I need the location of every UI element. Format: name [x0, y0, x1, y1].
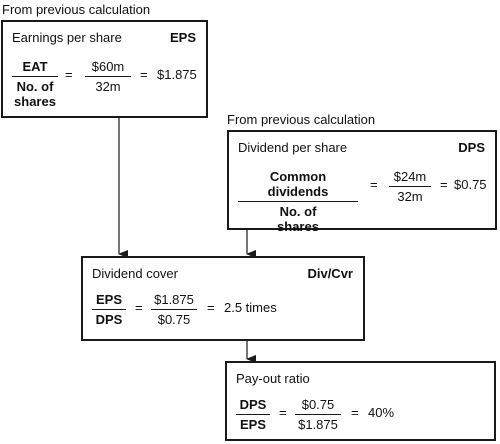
payout-formula-num: DPS [239, 397, 267, 412]
fraction-bar [85, 76, 131, 77]
cover-formula: EPS DPS [92, 292, 126, 327]
fraction-bar [151, 309, 197, 310]
cover-value-num: $1.875 [154, 292, 194, 307]
dps-result: $0.75 [454, 177, 487, 192]
eps-values: $60m 32m [85, 59, 131, 94]
dps-formula-den-1: No. of [279, 204, 317, 219]
eps-formula-den-1: No. of [16, 79, 54, 94]
equals-sign: = [351, 405, 359, 420]
payout-values: $0.75 $1.875 [295, 397, 341, 432]
eps-box: Earnings per share EPS EAT No. of shares… [1, 20, 208, 118]
equals-sign: = [207, 300, 215, 315]
eps-result: $1.875 [157, 67, 197, 82]
eps-source-note: From previous calculation [2, 2, 151, 17]
payout-ratio-box: Pay-out ratio DPS EPS = $0.75 $1.875 = 4… [225, 361, 496, 441]
dividend-cover-box: Dividend cover Div/Cvr EPS DPS = $1.875 … [81, 256, 365, 341]
cover-values: $1.875 $0.75 [151, 292, 197, 327]
fraction-bar [236, 414, 270, 415]
eps-abbr: EPS [169, 30, 196, 45]
payout-title: Pay-out ratio [236, 371, 310, 386]
eps-formula-num: EAT [22, 59, 48, 74]
dps-formula: Common dividends No. of shares [238, 169, 358, 234]
eps-value-den: 32m [95, 79, 121, 94]
dps-source-note: From previous calculation [227, 112, 376, 127]
equals-sign: = [135, 300, 143, 315]
equals-sign: = [140, 67, 148, 82]
eps-value-num: $60m [91, 59, 125, 74]
dps-box: Dividend per share DPS Common dividends … [227, 130, 497, 234]
payout-formula: DPS EPS [236, 397, 270, 432]
dps-value-num: $24m [393, 169, 427, 184]
fraction-bar [12, 76, 58, 77]
payout-formula-den: EPS [239, 417, 266, 432]
fraction-bar [389, 186, 431, 187]
cover-formula-den: DPS [95, 312, 123, 327]
equals-sign: = [370, 177, 378, 192]
fraction-bar [238, 201, 358, 202]
dps-values: $24m 32m [389, 169, 431, 204]
fraction-bar [92, 309, 126, 310]
dps-value-den: 32m [397, 189, 423, 204]
eps-title: Earnings per share [12, 30, 122, 45]
payout-value-num: $0.75 [301, 397, 335, 412]
dps-abbr: DPS [458, 140, 485, 155]
cover-value-den: $0.75 [157, 312, 191, 327]
payout-result: 40% [368, 405, 395, 420]
dps-title: Dividend per share [238, 140, 348, 155]
equals-sign: = [65, 67, 73, 82]
dps-formula-den-2: shares [277, 219, 319, 234]
eps-formula: EAT No. of shares [12, 59, 58, 109]
equals-sign: = [440, 177, 448, 192]
dps-formula-num: Common dividends [267, 169, 329, 199]
cover-abbr: Div/Cvr [307, 266, 353, 281]
cover-result: 2.5 times [224, 300, 277, 315]
eps-formula-den-2: shares [14, 94, 56, 109]
cover-title: Dividend cover [92, 266, 178, 281]
fraction-bar [295, 414, 341, 415]
equals-sign: = [279, 405, 287, 420]
cover-formula-num: EPS [95, 292, 122, 307]
payout-value-den: $1.875 [298, 417, 338, 432]
